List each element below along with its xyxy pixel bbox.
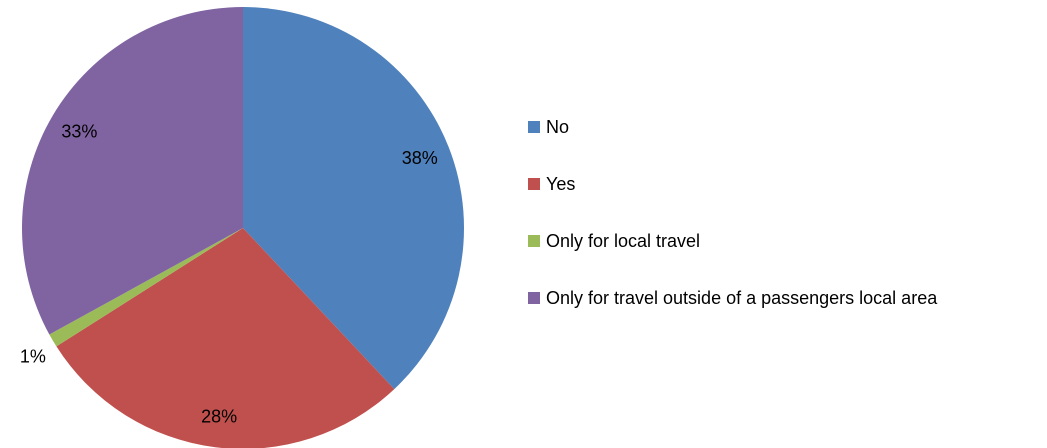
data-label-outside-travel: 33% xyxy=(61,121,97,141)
pie-slices xyxy=(22,7,465,448)
pie-slice-yes xyxy=(56,228,395,448)
legend-label-no: No xyxy=(546,117,570,137)
pie-slice-outside-travel xyxy=(22,7,243,335)
data-label-local-travel: 1% xyxy=(20,347,46,367)
legend-item-outside-travel: Only for travel outside of a passengers … xyxy=(528,286,1038,311)
data-label-yes: 28% xyxy=(201,407,237,427)
legend-label-outside-travel: Only for travel outside of a passengers … xyxy=(546,288,938,308)
legend-swatch-local-travel xyxy=(528,235,540,247)
legend-item-no: No xyxy=(528,115,1038,140)
legend-item-yes: Yes xyxy=(528,172,1038,197)
legend-swatch-yes xyxy=(528,178,540,190)
legend-label-yes: Yes xyxy=(546,174,576,194)
pie-slice-local-travel xyxy=(49,228,243,347)
data-label-no: 38% xyxy=(402,148,438,168)
legend-swatch-outside-travel xyxy=(528,292,540,304)
pie-data-labels: 38% 28% 1% 33% xyxy=(20,121,438,426)
legend-item-local-travel: Only for local travel xyxy=(528,229,1038,254)
pie-slice-no xyxy=(243,7,465,390)
legend-label-local-travel: Only for local travel xyxy=(546,231,701,251)
chart-legend: No Yes Only for local travel Only for tr… xyxy=(528,115,1038,343)
legend-swatch-no xyxy=(528,121,540,133)
